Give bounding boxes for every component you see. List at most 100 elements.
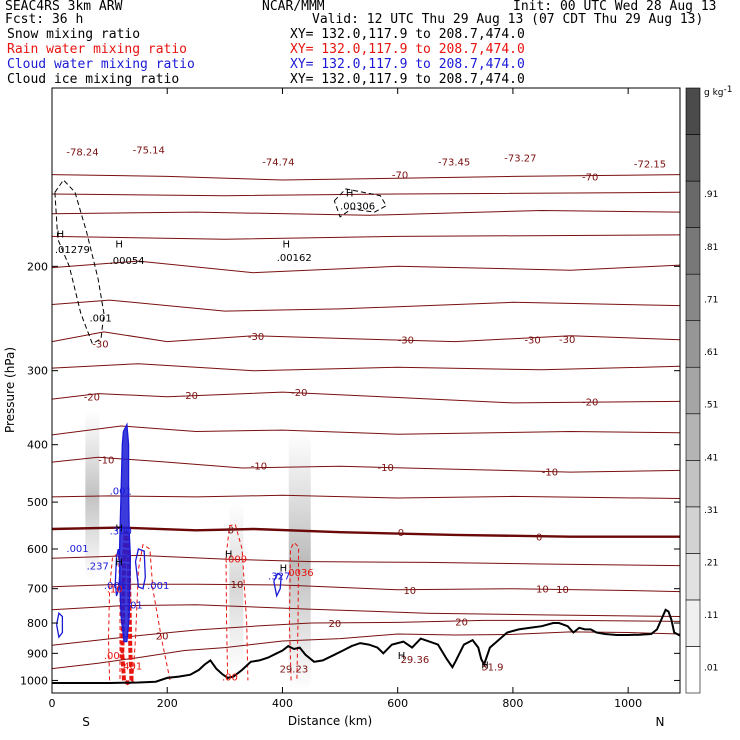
cloud-label-3: .237 (87, 562, 109, 573)
colorbar-segment-7 (685, 320, 701, 368)
x-tick-label-4: 800 (502, 697, 523, 710)
temperature-label-10: -30 (398, 336, 414, 347)
temperature-label-12: -30 (559, 335, 575, 346)
cloud-contour-1 (114, 548, 121, 597)
terrain-line (52, 608, 680, 684)
forecast-hour: Fcst: 36 h (5, 12, 84, 27)
temperature-contour-3 (52, 234, 680, 240)
ice-contour-0 (54, 179, 105, 345)
colorbar-segment-11 (685, 134, 701, 182)
colorbar-segment-6 (685, 366, 701, 415)
colorbar-segment-3 (685, 506, 701, 554)
temperature-label-8: -30 (92, 340, 108, 351)
model-name: SEAC4RS 3km ARW (5, 0, 123, 14)
colorbar-segment-1 (685, 599, 701, 647)
temperature-label-13: -20 (84, 393, 100, 404)
colorbar-label-0: .01 (704, 664, 718, 674)
colorbar-label-8: .81 (704, 243, 718, 253)
temperature-label-20: -10 (542, 468, 558, 479)
temperature-label-5: -72.15 (634, 159, 666, 170)
temperature-label-17: -10 (98, 456, 114, 467)
temperature-label-15: -20 (291, 388, 307, 399)
high-marker-9: H (481, 661, 489, 672)
temperature-contour-1 (52, 191, 680, 197)
rain-label-1: 0036 (288, 568, 313, 579)
temperature-contour-2 (52, 209, 680, 216)
colorbar-label-7: .71 (704, 295, 718, 305)
y-tick-label-2: 400 (27, 439, 48, 452)
temperature-contour-0 (52, 174, 680, 181)
ice-label-2: .00162 (277, 253, 312, 264)
shaded-column-0 (85, 410, 100, 581)
temperature-contour-17 (52, 631, 680, 670)
temperature-contour-15 (52, 604, 680, 617)
field-name-snow: Snow mixing ratio (7, 27, 141, 42)
temperature-label-31: 29.36 (401, 655, 430, 666)
high-marker-3: H (346, 188, 354, 199)
y-tick-label-6: 800 (27, 617, 48, 630)
field-name-rain: Rain water mixing ratio (7, 42, 188, 57)
cloud-label-0: .001 (110, 487, 132, 498)
cloud-label-1: .300 (110, 526, 132, 537)
temperature-label-33: 31.9 (481, 663, 503, 674)
rain-contour-4 (288, 541, 300, 681)
x-tick-label-3: 600 (387, 697, 408, 710)
ice-label-0: .01279 (55, 245, 90, 256)
y-tick-label-4: 600 (27, 543, 48, 556)
field-name-ice: Cloud ice mixing ratio (7, 72, 180, 87)
temperature-contour-16 (52, 619, 680, 646)
temperature-label-30: 20 (156, 632, 169, 643)
high-marker-7: H (280, 564, 288, 575)
ice-label-3: .00306 (340, 202, 375, 213)
temperature-contour-9 (52, 425, 680, 436)
temperature-label-28: 20 (329, 619, 342, 630)
temperature-label-6: -70 (392, 171, 408, 182)
high-marker-1: H (115, 239, 123, 250)
temperature-label-16: -20 (582, 397, 598, 408)
rain-label-4: .00 (222, 673, 238, 684)
temperature-contour-13 (52, 554, 680, 567)
colorbar-segment-9 (685, 227, 701, 275)
field-xy-ice: XY= 132.0,117.9 to 208.7,474.0 (290, 72, 525, 87)
cloud-label-7: .327 (268, 571, 290, 582)
north-end-label: N (656, 715, 665, 729)
colorbar-segment-0 (685, 646, 701, 694)
field-name-cloud: Cloud water mixing ratio (7, 57, 195, 72)
colorbar-segment-10 (685, 180, 701, 228)
temperature-label-22: 0 (398, 528, 404, 539)
rain-label-3: .401 (120, 661, 142, 672)
cloud-contour-4 (273, 572, 282, 598)
ice-label-1: .00054 (110, 256, 145, 267)
temperature-contour-6 (52, 331, 680, 343)
high-marker-6: H (225, 549, 233, 560)
cloud-contour-0 (118, 422, 132, 643)
temperature-label-3: -73.45 (438, 157, 470, 168)
temperature-label-14: -20 (182, 391, 198, 402)
shaded-column-2 (229, 502, 244, 673)
colorbar-unit-exponent: -1 (724, 85, 733, 95)
rain-label-2: .001 (104, 651, 126, 662)
y-tick-label-3: 500 (27, 496, 48, 509)
temperature-label-18: -10 (251, 462, 267, 473)
rain-label-5: .10 (107, 585, 123, 596)
cloud-label-4: .001 (104, 581, 126, 592)
temperature-label-9: -30 (248, 332, 264, 343)
center-label: NCAR/MMM (262, 0, 325, 14)
ice-label-4: .001 (89, 314, 111, 325)
plot-frame (51, 87, 681, 694)
temperature-contour-11 (52, 494, 680, 499)
temperature-contour-4 (52, 260, 680, 274)
south-end-label: S (82, 715, 90, 729)
colorbar-segment-8 (685, 273, 701, 321)
temperature-contour-12 (52, 526, 680, 538)
temperature-contour-14 (52, 583, 680, 593)
temperature-contour-5 (52, 299, 680, 312)
field-xy-snow: XY= 132.0,117.9 to 208.7,474.0 (290, 27, 525, 42)
valid-time: Valid: 12 UTC Thu 29 Aug 13 (07 CDT Thu … (312, 12, 704, 27)
temperature-label-0: -78.24 (66, 148, 98, 159)
colorbar-label-5: .51 (704, 401, 718, 411)
colorbar-unit-base: g kg (704, 88, 724, 98)
field-xy-rain: XY= 132.0,117.9 to 208.7,474.0 (290, 42, 525, 57)
y-tick-label-8: 1000 (20, 674, 48, 687)
x-tick-label-2: 400 (272, 697, 293, 710)
